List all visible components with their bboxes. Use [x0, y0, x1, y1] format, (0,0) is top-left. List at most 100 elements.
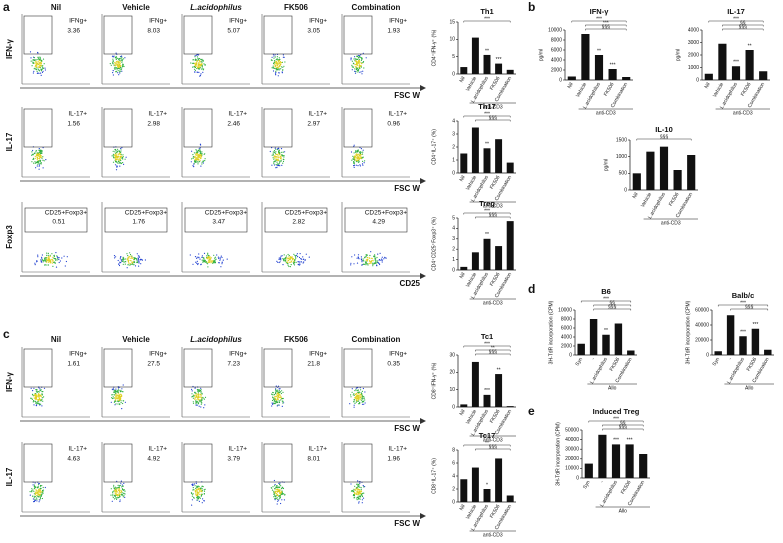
y-tick-label: 0: [696, 77, 699, 83]
dot: [119, 64, 121, 66]
dot: [357, 496, 359, 498]
dot: [354, 492, 356, 494]
dot: [277, 491, 279, 493]
dot: [43, 396, 45, 398]
dot: [360, 496, 362, 498]
dot: [195, 158, 197, 160]
bracket: [730, 308, 769, 311]
column-header: L.acidophilus: [190, 335, 242, 344]
dot: [276, 400, 278, 402]
dot: [44, 69, 47, 71]
dot: [279, 165, 281, 167]
dot: [136, 261, 138, 264]
dot: [36, 59, 38, 61]
dot: [32, 72, 35, 74]
dot: [360, 71, 362, 73]
dot: [199, 66, 201, 68]
dot: [366, 259, 369, 261]
dot: [111, 397, 113, 399]
dot: [353, 488, 355, 490]
dot: [299, 264, 301, 266]
gate: [103, 108, 133, 148]
dot: [359, 56, 361, 59]
dot: [121, 147, 123, 149]
dot: [55, 266, 58, 268]
bracket-label: ***: [603, 21, 609, 27]
dot: [360, 59, 362, 62]
dot: [194, 391, 196, 393]
dot: [120, 262, 122, 264]
dot: [121, 61, 123, 63]
dot: [197, 161, 199, 163]
dot: [274, 164, 276, 166]
dot: [115, 153, 117, 155]
dot: [270, 487, 272, 489]
dot: [115, 161, 117, 163]
dot: [293, 253, 295, 255]
dot: [275, 62, 277, 64]
dot: [61, 257, 63, 259]
dot: [199, 60, 201, 63]
dot: [117, 389, 119, 391]
dot: [272, 70, 275, 72]
dot: [114, 399, 116, 401]
dot: [204, 64, 206, 66]
bar: [731, 66, 741, 80]
dot: [37, 254, 39, 256]
dot: [207, 266, 209, 268]
bracket-label: §§: [620, 421, 626, 427]
dot: [33, 484, 36, 486]
dot: [221, 256, 223, 259]
dot: [37, 398, 40, 401]
dot: [275, 74, 277, 76]
dot: [38, 160, 40, 162]
dot: [52, 265, 54, 267]
dot: [38, 394, 41, 396]
bar: [687, 155, 696, 190]
dot: [198, 500, 200, 502]
dot: [200, 490, 203, 492]
dot: [41, 151, 43, 153]
dot: [35, 68, 37, 70]
dot: [353, 495, 355, 497]
dot: [372, 262, 374, 264]
dot: [37, 152, 39, 154]
dot: [130, 255, 132, 257]
dot: [35, 397, 38, 399]
dot: [296, 254, 298, 256]
dot: [356, 154, 358, 156]
dot: [277, 261, 279, 263]
dot: [29, 494, 31, 496]
dot: [282, 69, 284, 71]
dot: [120, 400, 122, 402]
dot: [375, 260, 377, 262]
x-tick-label: Syn: [712, 356, 722, 367]
y-tick-label: 15: [449, 19, 455, 25]
dot: [36, 492, 38, 494]
bar: [726, 315, 735, 355]
bracket: [475, 349, 511, 352]
dot: [115, 497, 117, 499]
dot: [277, 489, 280, 492]
dot: [280, 255, 282, 257]
dot: [118, 493, 120, 495]
dot: [203, 252, 206, 254]
dot: [117, 398, 119, 400]
gate: [103, 348, 133, 388]
y-tick-label: 60000: [695, 307, 709, 313]
dot: [197, 492, 199, 494]
dot: [360, 64, 362, 67]
dot: [278, 388, 280, 390]
dot: [275, 167, 277, 169]
dot: [280, 492, 282, 494]
dot: [36, 72, 39, 74]
dot: [281, 255, 283, 257]
dot: [200, 487, 202, 489]
gate-percent: 2.98: [147, 121, 160, 128]
dot: [279, 161, 281, 163]
dot: [196, 393, 198, 395]
dot: [110, 401, 112, 403]
dot: [276, 393, 278, 395]
dot: [283, 155, 285, 157]
dot: [275, 163, 277, 166]
